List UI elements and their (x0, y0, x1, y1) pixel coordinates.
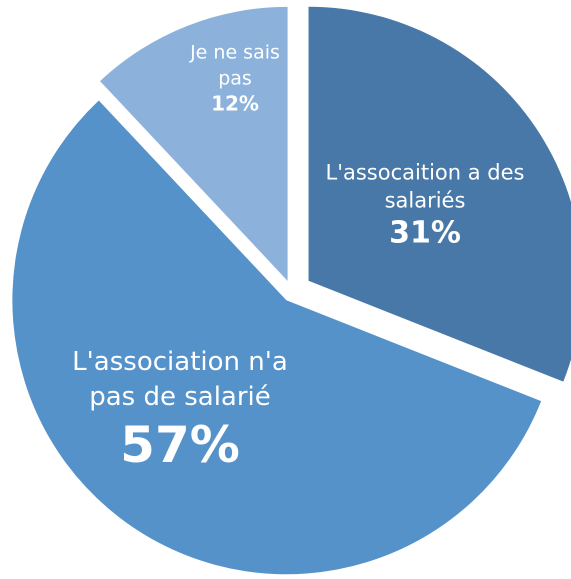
slice-label: L'assocaition a des salariés 31% (320, 159, 530, 252)
category-label: Je ne sais pas (190, 41, 280, 89)
pie-slice (308, 6, 571, 382)
value-label: 31% (389, 215, 461, 251)
category-label: L'association n'a pas de salarié (72, 346, 288, 412)
value-label: 57% (120, 416, 240, 475)
category-label: L'assocaition a des salariés (325, 160, 525, 213)
pie-slice (12, 100, 542, 575)
slice-label: Je ne sais pas 12% (175, 40, 295, 115)
pie-slice (100, 6, 288, 281)
slice-label: L'association n'a pas de salarié 57% (65, 345, 295, 475)
value-label: 12% (211, 91, 259, 116)
